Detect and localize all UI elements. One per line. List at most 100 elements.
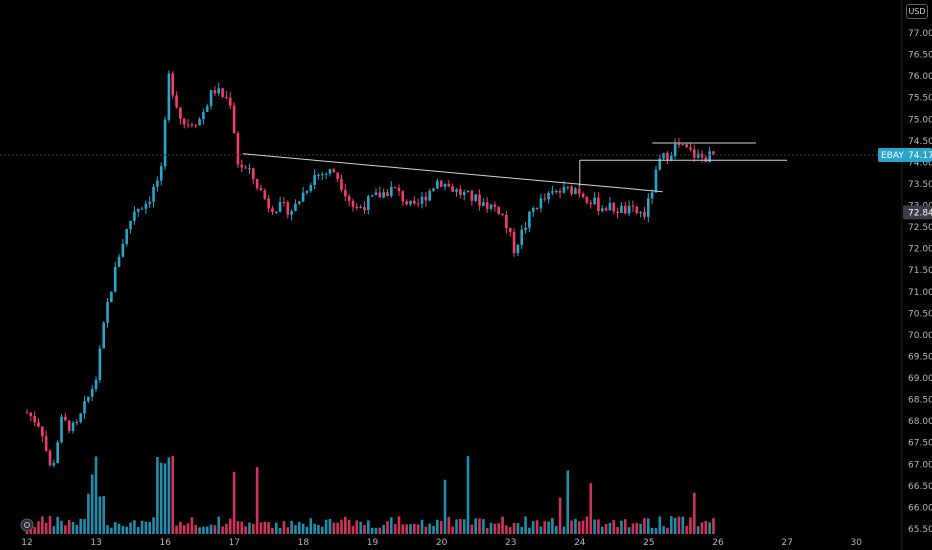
- candle-body: [470, 190, 474, 201]
- volume-bar: [317, 524, 320, 534]
- candle-body: [290, 211, 293, 215]
- candle-body: [355, 206, 359, 208]
- candle-body: [202, 111, 205, 120]
- candle-body: [121, 243, 125, 257]
- candle-body: [493, 204, 497, 207]
- candle-body: [29, 412, 33, 417]
- candle-body: [393, 186, 397, 188]
- volume-bar: [524, 516, 527, 534]
- volume-bar: [113, 522, 117, 534]
- volume-bar: [428, 523, 431, 534]
- volume-bar: [136, 527, 140, 534]
- candle-body: [635, 206, 639, 214]
- volume-bar: [263, 521, 267, 534]
- candle-body: [113, 266, 117, 292]
- volume-bar: [221, 526, 224, 534]
- candle-body: [508, 227, 512, 232]
- volume-bar: [106, 525, 109, 534]
- candle-body: [244, 167, 247, 169]
- price-tick-label: 72.50: [908, 223, 932, 233]
- volume-bar: [121, 526, 125, 534]
- volume-bar: [125, 526, 129, 534]
- volume-bar: [497, 523, 501, 534]
- volume-bar: [56, 516, 59, 534]
- candle-body: [71, 422, 75, 431]
- volume-bar: [309, 518, 313, 534]
- price-tick-label: 73.50: [908, 180, 932, 190]
- candle-body: [48, 450, 52, 466]
- time-axis[interactable]: 12 13 16 17 18 19 20 23 24 25 26 27 30: [21, 538, 862, 548]
- volume-bar: [182, 525, 186, 534]
- volume-bar: [71, 522, 75, 534]
- volume-bar: [489, 522, 493, 534]
- candle-body: [589, 202, 593, 205]
- price-tick-label: 77.00: [908, 29, 932, 39]
- candle-body: [305, 190, 309, 193]
- candle-body: [581, 193, 585, 197]
- volume-bar: [416, 524, 420, 534]
- volume-bar: [102, 496, 106, 534]
- volume-bar: [566, 470, 570, 534]
- candle-body: [631, 205, 635, 207]
- volume-bar: [413, 523, 416, 534]
- volume-bar: [604, 524, 608, 534]
- trendlines[interactable]: [242, 142, 788, 193]
- price-tick-label: 66.00: [908, 503, 932, 513]
- volume-bar: [163, 463, 167, 534]
- candle-body: [136, 208, 140, 212]
- candle-body: [370, 195, 374, 197]
- candle-body: [328, 169, 332, 174]
- volume-bar: [382, 524, 385, 534]
- candle-body: [320, 174, 324, 176]
- candle-body: [604, 208, 608, 211]
- price-tick-label: 69.00: [908, 374, 932, 384]
- volume-bar: [167, 457, 171, 534]
- volume-bar: [551, 518, 554, 534]
- volume-bar: [64, 525, 67, 534]
- price-axis[interactable]: 77.00 76.50 76.00 75.50 75.00 74.50 74.00 73.50…: [908, 29, 932, 535]
- volume-bar: [451, 526, 454, 534]
- volume-bar: [455, 519, 458, 534]
- volume-bar: [685, 525, 688, 534]
- candle-body: [267, 198, 270, 209]
- price-badges: EBAY 74.17 72.84: [878, 148, 932, 220]
- candle-body: [213, 90, 217, 94]
- candle-body: [439, 180, 443, 187]
- currency-button[interactable]: USD: [906, 4, 928, 19]
- volume-bar: [650, 527, 654, 534]
- candle-body: [140, 208, 144, 210]
- volume-bar: [271, 527, 274, 534]
- candle-body: [259, 188, 263, 191]
- volume-bar: [505, 525, 508, 534]
- candle-body: [56, 442, 59, 463]
- tradingview-logo[interactable]: [20, 518, 34, 532]
- candle-body: [489, 204, 493, 209]
- volume-bar: [554, 525, 558, 534]
- time-tick-label: 17: [229, 538, 240, 548]
- volume-bar: [516, 523, 520, 534]
- volume-bar: [712, 518, 715, 534]
- volume-bar: [704, 521, 708, 534]
- candle-body: [681, 144, 685, 146]
- candle-body: [351, 200, 355, 207]
- candle-body: [600, 208, 604, 212]
- time-tick-label: 13: [90, 538, 101, 548]
- volume-bar: [282, 521, 286, 534]
- time-tick-label: 19: [367, 538, 379, 548]
- prev-close-value: 72.84: [908, 208, 932, 218]
- candle-body: [512, 231, 516, 254]
- candle-body: [673, 143, 677, 156]
- candle-body: [251, 168, 255, 179]
- volume-bar: [374, 527, 378, 534]
- candle-body: [83, 401, 86, 414]
- volume-bar: [662, 526, 665, 534]
- volume-bar: [340, 519, 343, 534]
- volume-bar: [98, 496, 102, 534]
- candle-body: [623, 205, 627, 214]
- volume-bar: [117, 523, 121, 534]
- candle-body: [443, 183, 447, 187]
- volume-bar: [535, 520, 539, 534]
- candle-body: [516, 244, 520, 254]
- price-tick-label: 76.00: [908, 72, 932, 82]
